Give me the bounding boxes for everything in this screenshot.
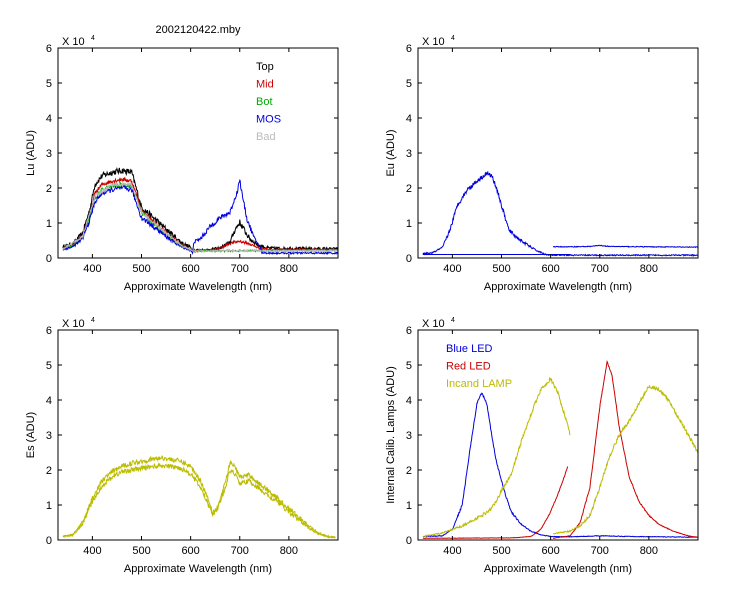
figure-title: 2002120422.mby: [155, 24, 241, 36]
y-tick-label: 5: [46, 78, 52, 90]
legend-entry: Mid: [256, 79, 274, 91]
series-line-es-0: [62, 455, 336, 539]
y-tick-label: 3: [406, 148, 412, 160]
plot-frame-lu: [57, 47, 339, 259]
legend-entry: Red LED: [446, 361, 491, 373]
y-tick-label: 2: [46, 465, 52, 477]
y-tick-label: 1: [406, 500, 412, 512]
y-tick-label: 2: [46, 183, 52, 195]
series-line-lamps-3: [422, 376, 571, 538]
chart-lamps: 400 500 600 700 800 0 1 2 3 4 5 6 X 10 4 Approximate W…: [385, 317, 699, 575]
exponent-label: X 10: [422, 318, 445, 330]
x-tick-label: 400: [443, 545, 461, 557]
y-tick-label: 4: [406, 395, 412, 407]
series-line-es-1: [62, 462, 336, 539]
y-tick-label: 6: [406, 43, 412, 55]
series-line-lu-4: [62, 182, 338, 253]
y-tick-label: 3: [46, 430, 52, 442]
y-tick-label: 5: [406, 78, 412, 90]
y-tick-label: 4: [406, 113, 412, 125]
y-tick-label: 4: [46, 395, 52, 407]
y-tick-label: 5: [46, 360, 52, 372]
x-axis-label: Approximate Wavelength (nm): [484, 281, 632, 293]
x-tick-label: 700: [591, 545, 609, 557]
series-line-lamps-1: [422, 466, 569, 540]
series-line-eu-2: [552, 244, 698, 249]
series-line-lamps-0: [422, 392, 698, 539]
x-tick-label: 800: [640, 263, 658, 275]
y-tick-label: 6: [406, 325, 412, 337]
exponent-power: 4: [91, 317, 95, 324]
y-tick-label: 0: [46, 253, 52, 265]
x-tick-label: 600: [181, 263, 199, 275]
series-line-lamps-4: [552, 384, 698, 535]
x-tick-label: 500: [132, 263, 150, 275]
y-tick-label: 0: [406, 535, 412, 547]
y-tick-label: 3: [406, 430, 412, 442]
exponent-power: 4: [451, 35, 455, 42]
y-tick-label: 0: [46, 535, 52, 547]
series-line-lu-3: [62, 179, 338, 256]
x-axis-label: Approximate Wavelength (nm): [124, 563, 272, 575]
exponent-power: 4: [451, 317, 455, 324]
y-tick-label: 6: [46, 43, 52, 55]
x-tick-label: 800: [280, 263, 298, 275]
legend-entry: MOS: [256, 114, 281, 126]
exponent-label: X 10: [62, 36, 85, 48]
x-tick-label: 700: [591, 263, 609, 275]
y-axis-label: Eu (ADU): [385, 129, 397, 176]
y-tick-label: 0: [406, 253, 412, 265]
plot-frame-eu: [417, 47, 699, 259]
y-axis-label: Es (ADU): [25, 412, 37, 458]
x-axis-label: Approximate Wavelength (nm): [124, 281, 272, 293]
y-tick-label: 2: [406, 183, 412, 195]
legend-entry: Incand LAMP: [446, 378, 512, 390]
x-tick-label: 400: [83, 263, 101, 275]
series-line-lu-1: [62, 176, 338, 253]
plot-frame-es: [57, 329, 339, 541]
legend-entry: Top: [256, 61, 274, 73]
x-axis-label: Approximate Wavelength (nm): [484, 563, 632, 575]
series-line-lamps-2: [553, 359, 698, 539]
exponent-label: X 10: [62, 318, 85, 330]
legend-entry: Bad: [256, 131, 276, 143]
y-axis-label: Lu (ADU): [25, 130, 37, 176]
exponent-label: X 10: [422, 36, 445, 48]
chart-eu: 400 500 600 700 800 0 1 2 3 4 5 6 X 10 4 Approximate W…: [385, 35, 699, 293]
x-tick-label: 400: [83, 545, 101, 557]
x-tick-label: 600: [181, 545, 199, 557]
x-tick-label: 700: [231, 545, 249, 557]
chart-es: 400 500 600 700 800 0 1 2 3 4 5 6 X 10 4 Approximate W…: [25, 317, 339, 575]
legend-entry: Bot: [256, 96, 273, 108]
x-tick-label: 800: [640, 545, 658, 557]
y-tick-label: 1: [46, 218, 52, 230]
x-tick-label: 500: [492, 545, 510, 557]
x-tick-label: 600: [541, 545, 559, 557]
series-line-eu-0: [422, 170, 698, 257]
x-tick-label: 500: [132, 545, 150, 557]
x-tick-label: 800: [280, 545, 298, 557]
y-tick-label: 5: [406, 360, 412, 372]
x-tick-label: 400: [443, 263, 461, 275]
legend-entry: Blue LED: [446, 343, 493, 355]
x-tick-label: 700: [231, 263, 249, 275]
y-axis-label: Internal Calib. Lamps (ADU): [385, 366, 397, 504]
y-tick-label: 4: [46, 113, 52, 125]
y-tick-label: 1: [406, 218, 412, 230]
x-tick-label: 600: [541, 263, 559, 275]
y-tick-label: 1: [46, 500, 52, 512]
y-tick-label: 6: [46, 325, 52, 337]
exponent-power: 4: [91, 35, 95, 42]
x-tick-label: 500: [492, 263, 510, 275]
y-tick-label: 2: [406, 465, 412, 477]
chart-lu: 400 500 600 700 800 0 1 2 3 4 5 6 X 10 4 Approximate W…: [25, 35, 339, 293]
y-tick-label: 3: [46, 148, 52, 160]
